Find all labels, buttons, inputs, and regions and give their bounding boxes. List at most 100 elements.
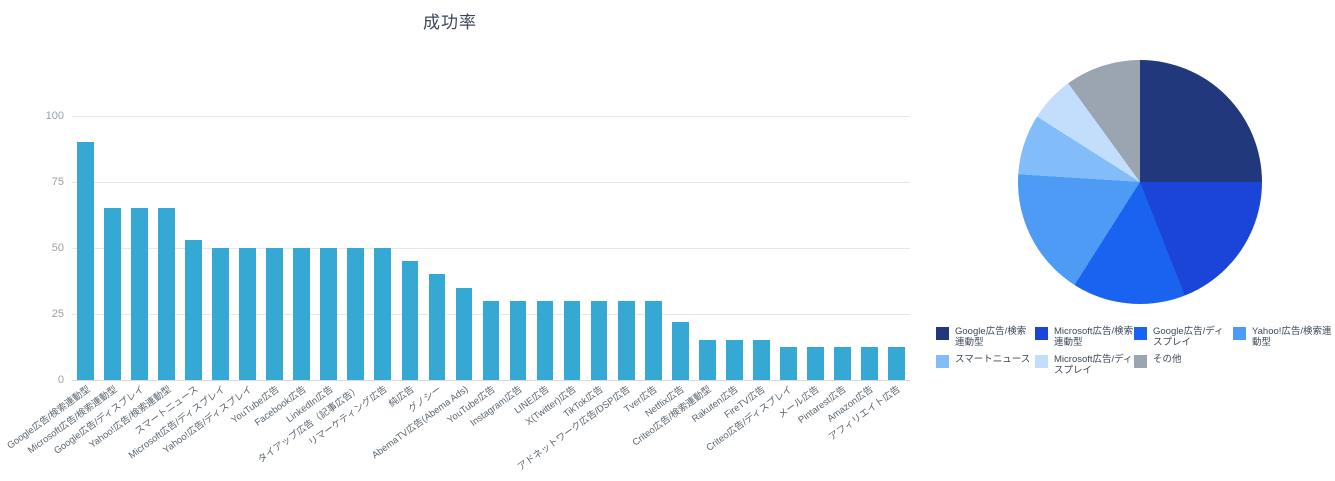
legend-item[interactable]: Yahoo!広告/検索連動型 [1233,326,1332,348]
legend-swatch-icon [1035,355,1048,368]
y-axis-tick-label: 25 [51,308,64,320]
bar-slot [342,116,369,380]
bar[interactable] [77,142,94,380]
legend-item-label: Google広告/検索連動型 [955,326,1027,348]
y-axis-tick-label: 100 [45,110,64,122]
bar[interactable] [374,248,392,380]
legend-item-label: スマートニュース [955,354,1031,365]
x-axis-labels: Google広告/検索連動型 Microsoft広告/検索連動型 Google広告/… [5,382,910,481]
bar[interactable] [320,248,338,380]
bar[interactable] [725,340,743,380]
bar[interactable] [617,300,635,380]
bar[interactable] [644,300,662,380]
bar-slot [613,116,640,380]
legend-item-label: Google広告/ディスプレイ [1153,326,1224,348]
bar[interactable] [698,340,716,380]
bar-slot [153,116,180,380]
legend-item-label: Microsoft広告/検索連動型 [1054,326,1134,348]
bar[interactable] [509,300,527,380]
bar-slot [559,116,586,380]
bar-slot [505,116,532,380]
bar[interactable] [239,248,257,380]
legend-item-label: Yahoo!広告/検索連動型 [1252,326,1332,348]
legend-item[interactable]: スマートニュース [936,354,1035,376]
bar-slot [586,116,613,380]
legend-item-label: Microsoft広告/ディスプレイ [1054,354,1133,376]
legend-item[interactable]: Google広告/検索連動型 [936,326,1035,348]
legend-swatch-icon [1035,327,1048,340]
bar-slot [288,116,315,380]
bar-slot [99,116,126,380]
bar-slot [396,116,423,380]
bar-slot [802,116,829,380]
bar-slot [721,116,748,380]
bar-slot [748,116,775,380]
bar[interactable] [536,300,554,380]
x-axis-label-slot: アフィリエイト広告 [827,382,910,481]
pie-chart [1018,60,1262,304]
bar-slot [315,116,342,380]
bar-slot [775,116,802,380]
bar[interactable] [212,248,230,380]
bar-chart-plot-area: 0 25 50 75 100 [46,110,910,386]
bar[interactable] [293,248,311,380]
bar[interactable] [806,347,824,380]
gridline [72,248,910,249]
bar-slot [423,116,450,380]
y-axis-tick-label: 75 [51,176,64,188]
y-axis-tick-label: 50 [51,242,64,254]
y-axis-tick-label: 0 [57,374,64,386]
bar-slot [667,116,694,380]
bar[interactable] [888,347,905,380]
bar[interactable] [590,300,608,380]
bar-slot [477,116,504,380]
bar[interactable] [131,208,148,380]
bar[interactable] [185,240,203,380]
bar-slot [694,116,721,380]
page-title: 成功率 [423,13,477,32]
bar-slot [532,116,559,380]
bar-slot [234,116,261,380]
bar[interactable] [158,208,175,380]
bar-chart-panel: 0 25 50 75 100 Google広告/検索連動型 Microsoft広告/検索連… [5,110,910,481]
bar-slot [856,116,883,380]
gridline [72,182,910,183]
bar[interactable] [861,347,878,380]
legend-item[interactable]: Google広告/ディスプレイ [1134,326,1233,348]
bar[interactable] [779,347,797,380]
legend-swatch-icon [1233,327,1246,340]
bar[interactable] [834,347,851,380]
bar[interactable] [428,274,446,380]
bar-slot [450,116,477,380]
pie-chart-panel: Google広告/検索連動型 Microsoft広告/検索連動型 Google広告/… [920,0,1335,481]
bar[interactable] [455,287,473,380]
bar-series [72,116,910,380]
bar-slot [369,116,396,380]
bar[interactable] [347,248,365,380]
legend-item[interactable]: Microsoft広告/ディスプレイ [1035,354,1134,376]
bar[interactable] [104,208,121,380]
legend-swatch-icon [936,355,949,368]
bar-slot [180,116,207,380]
bar[interactable] [563,300,581,380]
bar[interactable] [671,321,689,380]
bar-slot [207,116,234,380]
bar[interactable] [401,261,419,380]
bar[interactable] [482,300,500,380]
bar-slot [72,116,99,380]
bar[interactable] [752,340,770,380]
bar-slot [126,116,153,380]
legend-swatch-icon [936,327,949,340]
legend-swatch-icon [1134,327,1147,340]
bar-slot [829,116,856,380]
bar[interactable] [266,248,284,380]
legend-item-label: その他 [1153,354,1182,365]
legend-swatch-icon [1134,355,1147,368]
bar-slot [640,116,667,380]
legend-item[interactable]: その他 [1134,354,1233,376]
x-axis-line [72,380,910,381]
gridline [72,116,910,117]
bar-slot [261,116,288,380]
legend-item[interactable]: Microsoft広告/検索連動型 [1035,326,1134,348]
pie-legend: Google広告/検索連動型 Microsoft広告/検索連動型 Google広告/… [936,326,1335,382]
